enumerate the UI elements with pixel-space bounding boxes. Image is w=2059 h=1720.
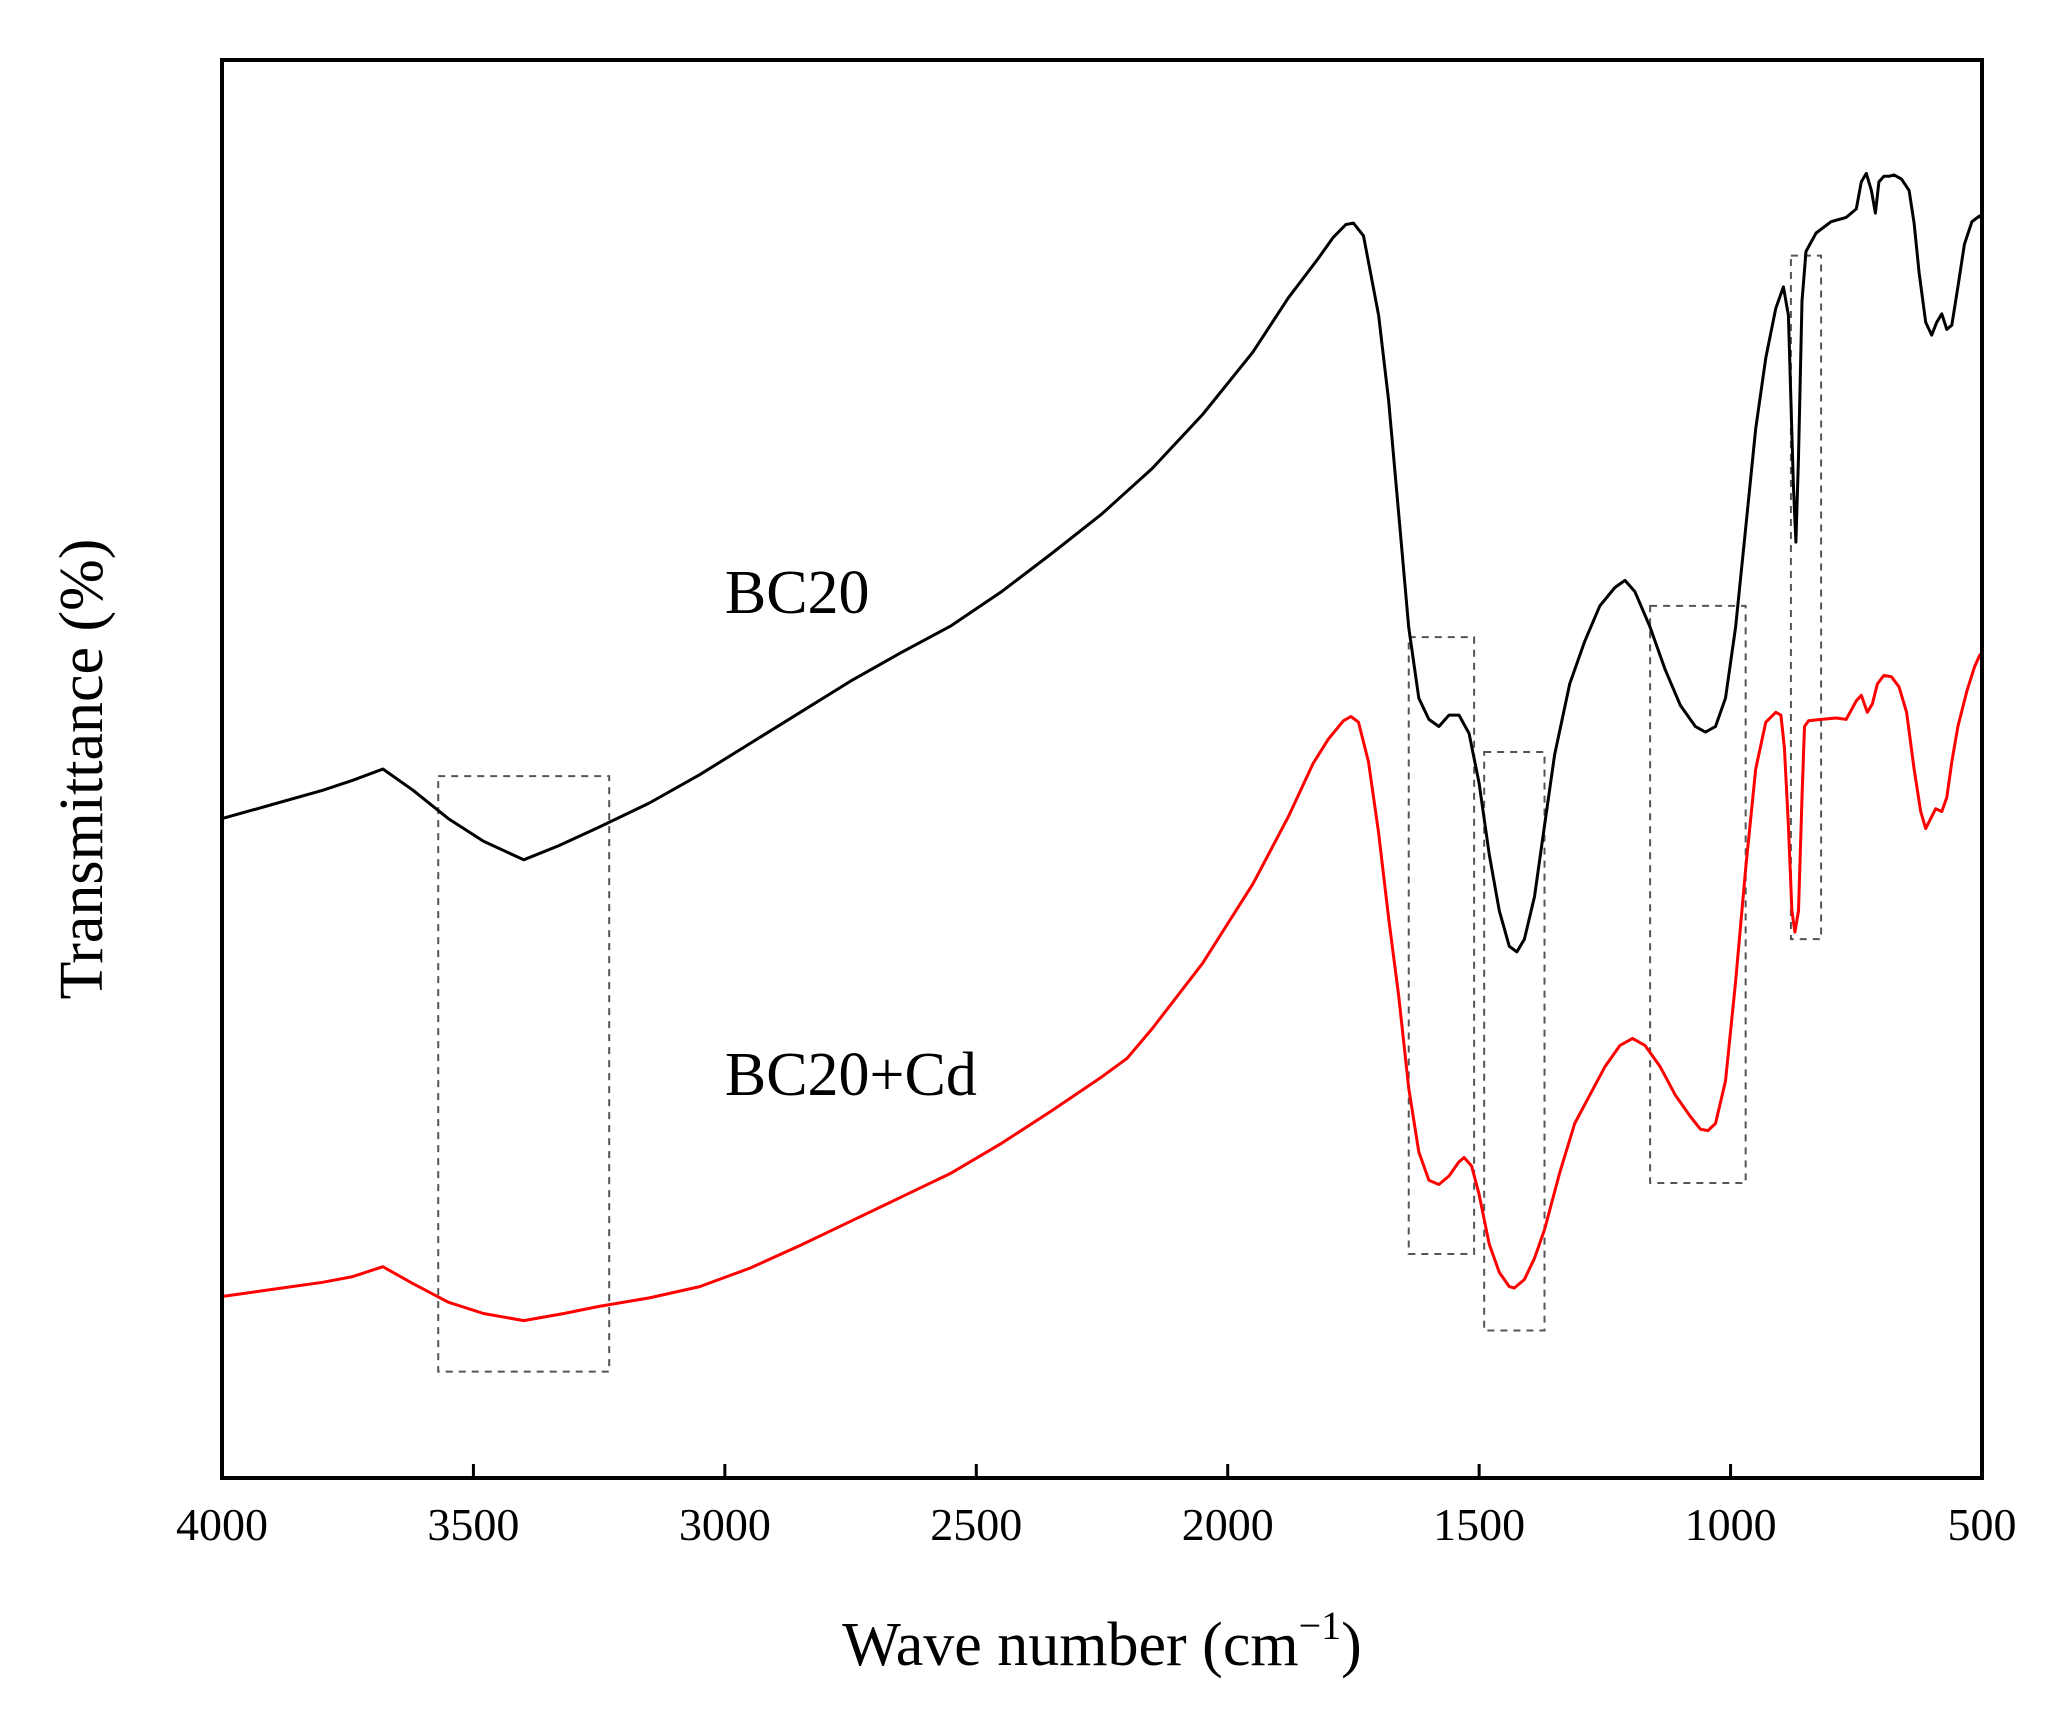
series-line-2 [220,651,1984,1323]
highlight-regions [437,254,1823,1373]
series-labels: BC20 BC20+Cd [725,559,977,1109]
x-tick-label-3000: 3000 [679,1499,771,1550]
x-tick-label-1000: 1000 [1685,1499,1777,1550]
series-line-1 [220,171,1984,954]
x-tick-label-2000: 2000 [1182,1499,1274,1550]
x-axis-title-close: ) [1341,1611,1362,1679]
highlight-region-1 [437,775,611,1373]
x-tick-label-500: 500 [1948,1499,2017,1550]
y-axis-title: Transmittance (%) [48,539,116,1000]
series-group [220,171,1984,1323]
x-axis-title: Wave number (cm−1) [842,1603,1362,1679]
series-label-1: BC20 [725,559,870,627]
series-label-2: BC20+Cd [725,1041,977,1109]
x-tick-label-2500: 2500 [930,1499,1022,1550]
x-axis-ticks: 4000 3500 3000 2500 2000 1500 1000 500 [176,1464,2017,1550]
x-axis-title-superscript: −1 [1299,1603,1342,1648]
x-tick-label-3500: 3500 [427,1499,519,1550]
x-tick-label-1500: 1500 [1433,1499,1525,1550]
highlight-region-4 [1649,604,1747,1185]
highlight-region-3 [1483,750,1546,1332]
highlight-region-2 [1407,636,1476,1255]
plot-frame [220,58,1984,1480]
x-tick-label-4000: 4000 [176,1499,268,1550]
highlight-region-5 [1789,254,1823,941]
x-axis-title-main: Wave number (cm [842,1611,1298,1679]
